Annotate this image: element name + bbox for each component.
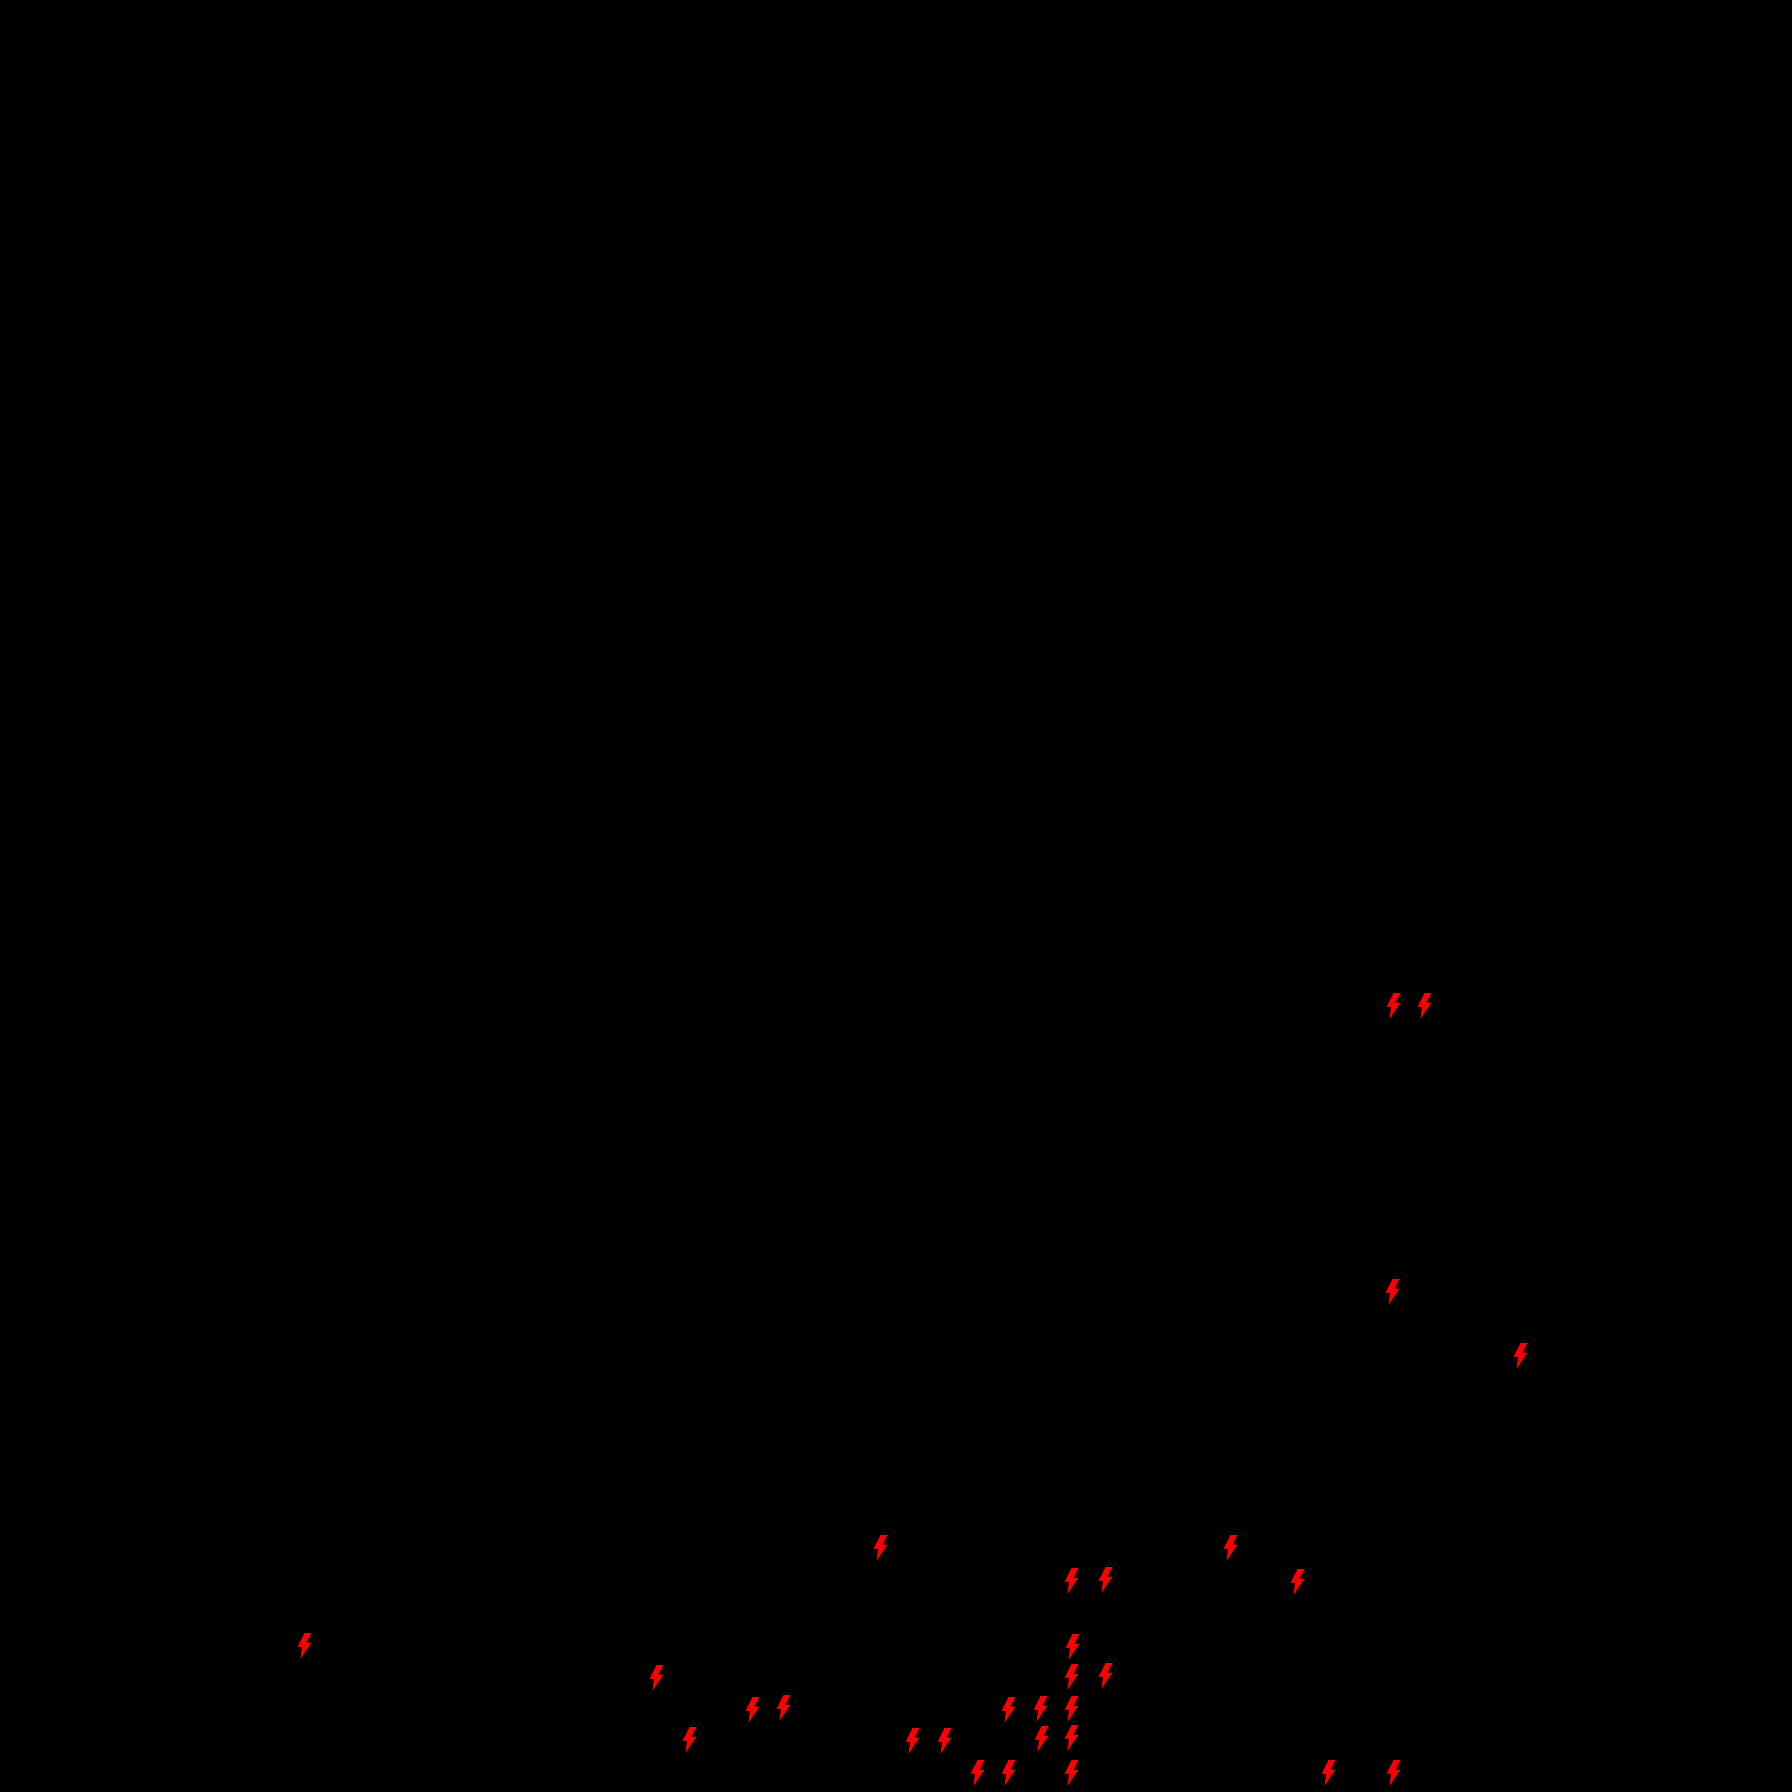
lightning-bolt-icon [1386, 993, 1401, 1019]
lightning-bolt-icon [905, 1728, 920, 1754]
lightning-bolt-icon [1290, 1569, 1305, 1595]
lightning-bolt-icon [1386, 1760, 1401, 1786]
lightning-bolt-icon [1064, 1696, 1079, 1722]
lightning-bolt-icon [776, 1695, 791, 1721]
lightning-bolt-icon [1001, 1697, 1016, 1723]
lightning-bolt-icon [1065, 1634, 1080, 1660]
lightning-bolt-icon [1064, 1664, 1079, 1690]
lightning-bolt-icon [649, 1665, 664, 1691]
lightning-bolt-icon [1033, 1696, 1048, 1722]
lightning-bolt-icon [873, 1535, 888, 1561]
lightning-bolt-icon [1417, 993, 1432, 1019]
lightning-bolt-icon [1064, 1568, 1079, 1594]
lightning-bolt-icon [1034, 1726, 1049, 1752]
lightning-bolt-icon [745, 1697, 760, 1723]
lightning-bolt-icon [1064, 1725, 1079, 1751]
lightning-bolt-icon [1064, 1760, 1079, 1786]
lightning-bolt-icon [1385, 1279, 1400, 1305]
lightning-bolt-icon [1223, 1535, 1238, 1561]
lightning-bolt-icon [1513, 1343, 1528, 1369]
lightning-bolt-icon [937, 1728, 952, 1754]
lightning-bolt-icon [297, 1633, 312, 1659]
lightning-bolt-icon [970, 1760, 985, 1786]
lightning-bolt-icon [1321, 1760, 1336, 1786]
lightning-bolt-icon [1001, 1760, 1016, 1786]
lightning-bolt-icon [682, 1727, 697, 1753]
lightning-bolt-icon [1098, 1663, 1113, 1689]
lightning-bolt-icon [1098, 1567, 1113, 1593]
